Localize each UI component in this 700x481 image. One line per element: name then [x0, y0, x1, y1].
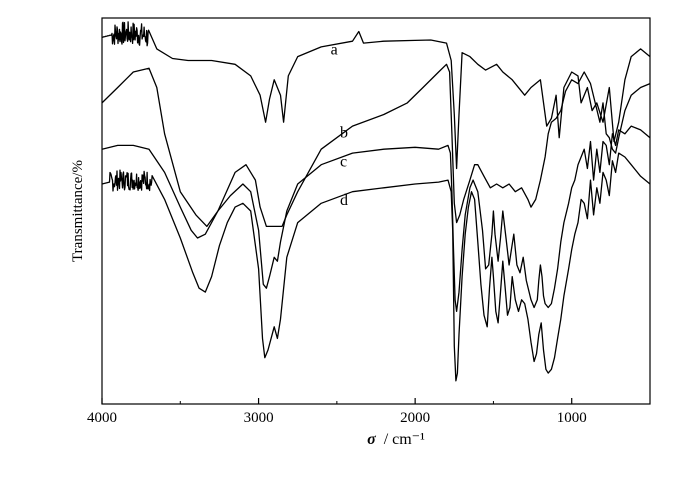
curve-label-a: a	[331, 42, 338, 59]
spectrum-curve-c	[101, 125, 651, 313]
curve-label-c: c	[340, 154, 347, 171]
x-tick-label-4000: 4000	[87, 410, 117, 426]
x-tick-label-2000: 2000	[400, 410, 430, 426]
plot-area	[101, 17, 651, 405]
x-tick-label-1000: 1000	[557, 410, 587, 426]
curve-labels: a bc d	[331, 42, 348, 210]
x-tick-label-3000: 3000	[244, 410, 274, 426]
x-axis-label: σ / cm⁻¹	[367, 431, 425, 448]
x-axis-ticks: 4000 3000 2000 1000	[87, 398, 651, 426]
spectrum-curve-a	[101, 21, 651, 170]
y-axis-label: Transmittance/%	[70, 160, 86, 262]
curve-label-d: d	[340, 192, 348, 209]
spectrum-curve-d	[101, 152, 651, 382]
spectrum-curve-b	[101, 63, 651, 228]
curve-label-b: b	[340, 125, 348, 142]
spectrum-curves	[101, 21, 651, 382]
plot-frame	[101, 17, 651, 405]
x-axis-unit: / cm⁻¹	[384, 431, 425, 448]
x-axis-symbol: σ	[367, 431, 376, 448]
